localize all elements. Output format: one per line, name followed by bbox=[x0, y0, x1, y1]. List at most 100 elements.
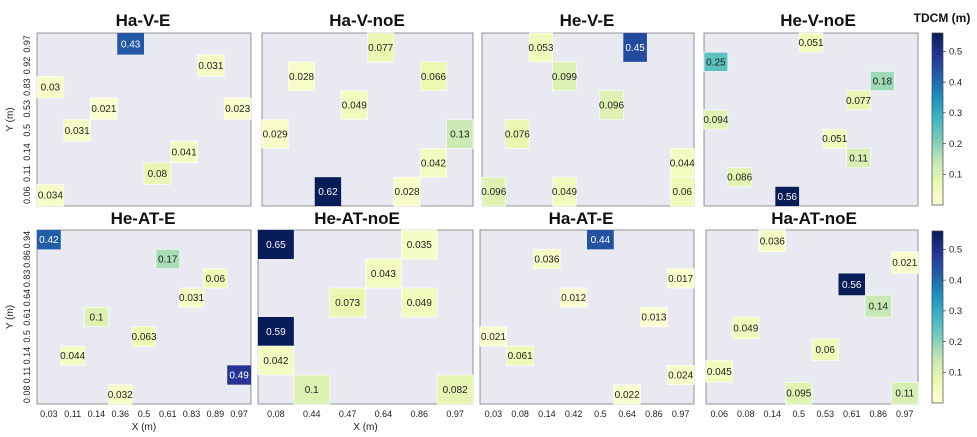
heatmap-cell bbox=[705, 360, 733, 383]
heatmap-panel: He-V-noE0.0510.250.180.0770.0940.0510.11… bbox=[703, 11, 919, 207]
heatmap-cell bbox=[870, 71, 895, 91]
cell-value-label: 0.022 bbox=[615, 390, 640, 401]
y-tick-label: 0.11 bbox=[22, 367, 32, 384]
heatmap-cell bbox=[552, 176, 577, 207]
heatmap-cell bbox=[481, 176, 506, 207]
x-tick-label: 0.61 bbox=[159, 409, 177, 419]
colorbar-tick-label: 0.1 bbox=[949, 170, 962, 181]
colorbar-tick-label: 0.3 bbox=[949, 306, 962, 317]
heatmap-cell bbox=[203, 268, 228, 289]
cell-value-label: 0.044 bbox=[670, 158, 695, 169]
heatmap-cell bbox=[528, 32, 553, 63]
heatmap-cell bbox=[775, 186, 800, 206]
x-tick-label: 0.36 bbox=[111, 409, 129, 419]
heatmap-cell bbox=[479, 326, 508, 347]
x-tick-label: 0.14 bbox=[88, 409, 106, 419]
heatmap-panel: Ha-V-E 0.43 0.031 0.03 0.021 0.023 0.031 0.041 0… bbox=[5, 11, 252, 207]
x-tick-label: 0.14 bbox=[538, 409, 556, 419]
colorbar-tick-label: 0.1 bbox=[949, 368, 962, 379]
x-tick-label: 0.86 bbox=[410, 409, 428, 419]
cell-value-label: 0.031 bbox=[65, 126, 90, 137]
y-axis-label: Y (m) bbox=[5, 107, 16, 131]
cell-value-label: 0.1 bbox=[89, 313, 103, 324]
heatmap-cell bbox=[552, 61, 577, 91]
x-tick-label: 0.86 bbox=[645, 409, 663, 419]
cell-value-label: 0.013 bbox=[641, 313, 666, 324]
y-tick-label: 0.5 bbox=[22, 124, 32, 137]
cell-value-label: 0.063 bbox=[131, 332, 156, 343]
heatmap-cell bbox=[613, 384, 641, 405]
colorbar-title: TDCM (m) bbox=[914, 11, 971, 25]
cell-value-label: 0.17 bbox=[158, 255, 178, 266]
x-tick-label: 0.86 bbox=[869, 409, 887, 419]
colorbar-tick-label: 0.2 bbox=[949, 337, 962, 348]
heatmap-cell bbox=[703, 109, 729, 130]
panel-title: He-V-noE bbox=[780, 11, 856, 30]
heatmap-cell bbox=[587, 230, 614, 250]
x-axis-label: X (m) bbox=[132, 422, 156, 433]
heatmap-cell bbox=[393, 176, 421, 207]
heatmap-cell bbox=[864, 294, 892, 318]
cell-value-label: 0.095 bbox=[786, 389, 811, 400]
heatmap-cell bbox=[822, 128, 847, 149]
cell-value-label: 0.077 bbox=[846, 96, 871, 107]
cell-value-label: 0.06 bbox=[816, 345, 836, 356]
colorbar: 0.1 0.2 0.3 0.4 0.5 bbox=[931, 230, 962, 404]
heatmap-cell bbox=[727, 167, 752, 188]
heatmap-panel: Ha-AT-noE 0.036 0.021 0.56 0.14 0.049 0.06 0.04… bbox=[705, 209, 919, 419]
cell-value-label: 0.049 bbox=[342, 101, 367, 112]
y-axis-label: Y (m) bbox=[5, 305, 16, 329]
heatmap-cell bbox=[60, 345, 85, 366]
cell-value-label: 0.017 bbox=[668, 274, 693, 285]
cell-value-label: 0.036 bbox=[760, 236, 785, 247]
x-tick-label: 0.53 bbox=[816, 409, 834, 419]
cell-value-label: 0.034 bbox=[38, 191, 63, 202]
cell-value-label: 0.44 bbox=[591, 235, 611, 246]
heatmap-cell bbox=[559, 287, 588, 308]
cell-value-label: 0.066 bbox=[421, 72, 446, 83]
y-tick-label: 0.08 bbox=[22, 386, 32, 404]
heatmap-cell bbox=[446, 119, 474, 149]
y-tick-label: 0.06 bbox=[22, 186, 32, 204]
heatmap-cell bbox=[401, 287, 438, 318]
x-tick-label: 0.08 bbox=[267, 409, 285, 419]
cell-value-label: 0.053 bbox=[528, 43, 553, 54]
heatmap-cell bbox=[36, 184, 65, 207]
heatmap-cell bbox=[365, 258, 402, 289]
heatmap-cell bbox=[261, 119, 289, 149]
heatmap-cell bbox=[63, 119, 91, 142]
panel-title: He-AT-noE bbox=[314, 209, 400, 228]
y-tick-label: 0.92 bbox=[22, 57, 32, 75]
colorbar-gradient bbox=[931, 230, 944, 404]
heatmap-cell bbox=[758, 229, 786, 253]
colorbar-tick-label: 0.5 bbox=[949, 245, 962, 256]
cell-value-label: 0.43 bbox=[121, 39, 141, 50]
cell-value-label: 0.012 bbox=[561, 293, 586, 304]
x-tick-label: 0.64 bbox=[618, 409, 636, 419]
panel-title: He-AT-E bbox=[111, 209, 176, 228]
cell-value-label: 0.06 bbox=[206, 274, 226, 285]
colorbar-tick-label: 0.3 bbox=[949, 108, 962, 119]
cell-value-label: 0.028 bbox=[289, 72, 314, 83]
heatmap-cell bbox=[703, 51, 729, 72]
cell-value-label: 0.029 bbox=[263, 129, 288, 140]
cell-value-label: 0.061 bbox=[508, 351, 533, 362]
cell-value-label: 0.024 bbox=[668, 371, 693, 382]
heatmap-cell bbox=[401, 229, 438, 260]
cell-value-label: 0.06 bbox=[672, 187, 692, 198]
cell-value-label: 0.042 bbox=[421, 158, 446, 169]
cell-value-label: 0.096 bbox=[481, 187, 506, 198]
cell-value-label: 0.049 bbox=[733, 323, 758, 334]
y-tick-label: 0.83 bbox=[22, 270, 32, 288]
x-tick-label: 0.14 bbox=[763, 409, 781, 419]
cell-value-label: 0.094 bbox=[703, 115, 728, 126]
y-tick-label: 0.86 bbox=[22, 250, 32, 268]
heatmap-cell bbox=[798, 32, 824, 53]
heatmap-cell bbox=[732, 316, 760, 340]
heatmap-cell bbox=[623, 33, 647, 62]
x-tick-label: 0.08 bbox=[737, 409, 755, 419]
heatmap-cell bbox=[288, 61, 316, 91]
x-tick-label: 0.61 bbox=[843, 409, 861, 419]
heatmap-cell bbox=[329, 287, 366, 318]
